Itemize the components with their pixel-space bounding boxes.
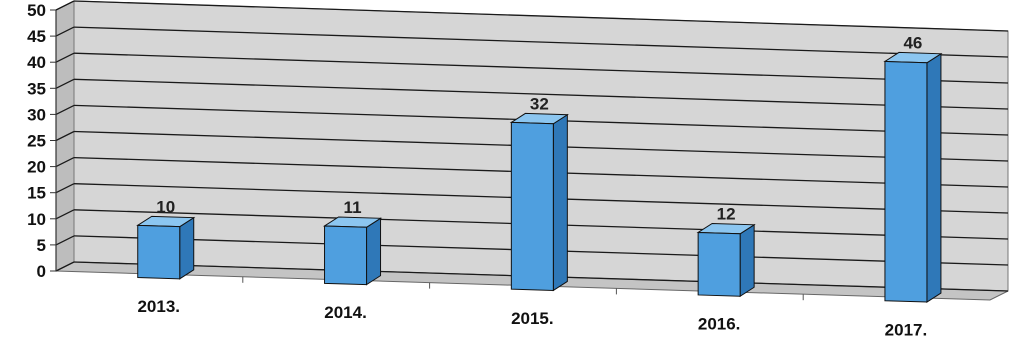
gridline-side [55,104,75,115]
y-tick-label: 35 [27,79,46,98]
y-tick-label: 30 [27,105,46,124]
data-label: 46 [903,33,922,52]
bar-front [137,224,181,280]
bar [322,216,383,286]
gridline-side [55,78,75,89]
y-axis-ticks: 0 5 10 15 20 25 30 35 40 45 50 [27,1,57,281]
y-tick-label: 50 [27,1,46,20]
x-tick-label: 2015. [511,309,554,328]
gridline-side [55,235,75,246]
x-tick-label: 2016. [698,315,741,334]
gridline-side [55,52,75,63]
gridline [73,0,1009,32]
y-tick-label: 15 [27,184,46,203]
gridline-side [55,183,75,194]
bar [883,51,943,303]
bars [136,51,943,303]
data-label: 32 [530,94,549,113]
bar-side [739,223,755,298]
gridline-side [55,130,75,142]
y-tick-label: 5 [37,236,46,255]
bar [136,215,196,280]
data-label: 10 [156,197,175,216]
bar-side [552,113,568,292]
gridline [73,78,1009,110]
bar-side [179,216,195,280]
bar-front [510,121,554,291]
bar-front [697,231,741,297]
y-tick-label: 45 [27,27,46,46]
gridline-side [55,261,75,272]
y-tick-label: 25 [27,132,46,151]
bar [696,222,756,298]
x-tick-label: 2014. [324,303,367,322]
y-tick-label: 40 [27,53,46,72]
gridline [73,26,1009,58]
gridline-side [55,157,75,168]
bar-front [884,60,928,303]
data-label: 11 [344,198,362,217]
gridline-side [55,209,75,220]
x-tick-label: 2013. [137,297,180,316]
x-axis-ticks: 2013. 2014. 2015. 2016. 2017. [137,276,928,339]
gridline [73,52,1009,84]
x-tick-label: 2017. [885,320,928,339]
bar-front [324,225,368,286]
bar-side [366,217,382,286]
y-tick-label: 20 [27,158,46,177]
gridline-side [55,26,75,37]
gridline-side [55,0,75,11]
bar-side [926,52,942,303]
y-tick-label: 10 [27,210,46,229]
bar [509,112,569,292]
data-label: 12 [717,204,736,223]
y-tick-label: 0 [37,262,46,281]
data-labels: 10 11 32 12 46 [156,33,922,223]
